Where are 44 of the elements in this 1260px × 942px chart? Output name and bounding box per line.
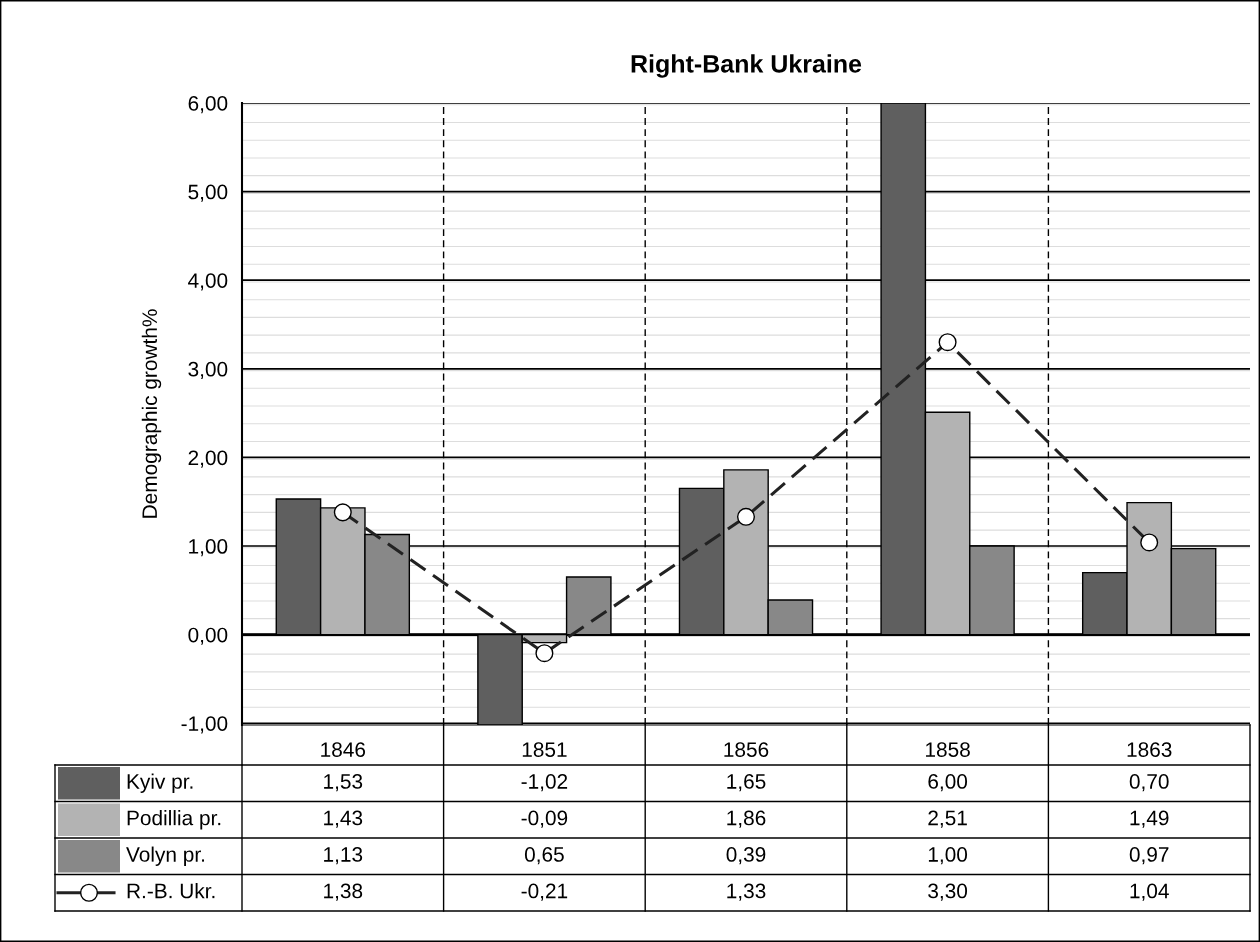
legend-label: Kyiv pr. — [127, 773, 193, 793]
legend-label: Podillia pr. — [127, 810, 221, 830]
point — [333, 503, 352, 522]
data-label: 3,30 — [928, 883, 968, 901]
point — [938, 333, 957, 352]
data-label: 1,00 — [928, 847, 968, 865]
data-label: 1,33 — [727, 883, 766, 901]
data-label: -0,21 — [521, 883, 568, 901]
y-tick-label: 5,00 — [188, 184, 228, 202]
data-label: 6,00 — [928, 774, 968, 792]
legend-label: Volyn pr. — [126, 846, 205, 866]
y-tick-label: 6,00 — [188, 96, 228, 114]
x-tick-label: 1858 — [926, 742, 970, 757]
legend-label: R.-B. Ukr. — [127, 883, 215, 899]
data-label: 2,51 — [928, 810, 967, 828]
y-tick-label: 1,00 — [189, 539, 228, 557]
x-tick-label: 1856 — [724, 742, 769, 757]
data-label: 1,49 — [1130, 810, 1169, 828]
data-label: 1,13 — [324, 847, 363, 865]
y-tick-label: -1,00 — [181, 716, 228, 734]
y-tick-label: 2,00 — [188, 450, 228, 468]
data-label: -1,02 — [521, 774, 568, 792]
point — [1140, 533, 1159, 552]
data-label: 0,97 — [1129, 847, 1169, 865]
point — [736, 507, 756, 526]
data-label: 1,86 — [727, 810, 766, 828]
x-tick-label: 1851 — [522, 742, 567, 757]
data-label: 1,43 — [324, 810, 363, 828]
y-tick-label: 3,00 — [188, 361, 228, 380]
data-label: 1,38 — [324, 883, 363, 901]
data-label: 0,65 — [524, 847, 564, 865]
chart-title: Right-Bank Ukraine — [631, 54, 862, 78]
point — [535, 644, 554, 663]
data-label: 0,39 — [726, 847, 766, 865]
y-tick-label: 4,00 — [188, 273, 228, 291]
data-label: 0,70 — [1129, 774, 1169, 792]
data-label: 1,04 — [1130, 883, 1169, 901]
data-label: 1,65 — [727, 774, 766, 792]
y-tick-label: 0,00 — [188, 627, 228, 645]
data-label: 1,53 — [324, 774, 363, 792]
data-label: -0,09 — [521, 810, 568, 828]
y-axis-title: Demographic growth% — [141, 309, 162, 518]
x-tick-label: 1846 — [321, 742, 366, 757]
x-tick-label: 1863 — [1127, 742, 1172, 757]
